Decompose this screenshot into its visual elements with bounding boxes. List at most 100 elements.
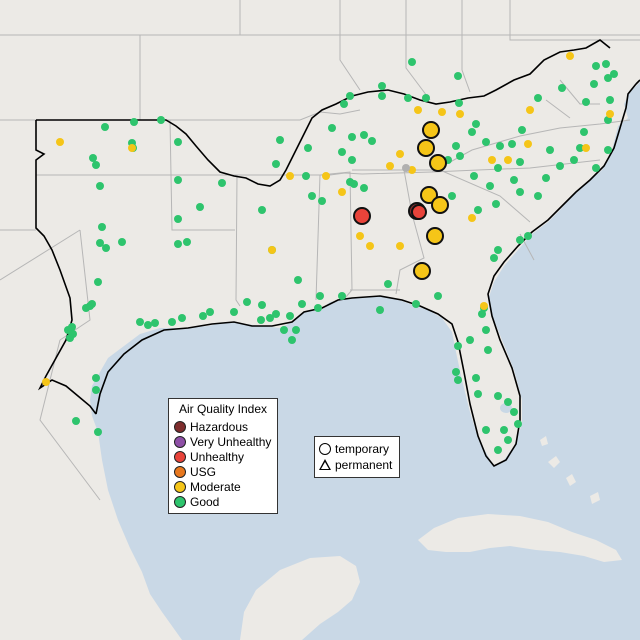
- good-monitor-64[interactable]: [408, 58, 416, 66]
- moderate-monitor-14[interactable]: [504, 156, 512, 164]
- moderate-monitor-0[interactable]: [56, 138, 64, 146]
- good-monitor-117[interactable]: [454, 376, 462, 384]
- moderate-monitor-2[interactable]: [42, 378, 50, 386]
- good-monitor-135[interactable]: [412, 300, 420, 308]
- good-monitor-63[interactable]: [378, 92, 386, 100]
- good-monitor-70[interactable]: [468, 128, 476, 136]
- good-monitor-96[interactable]: [582, 98, 590, 106]
- good-monitor-94[interactable]: [592, 164, 600, 172]
- good-monitor-39[interactable]: [272, 310, 280, 318]
- good-monitor-95[interactable]: [570, 156, 578, 164]
- good-monitor-27[interactable]: [136, 318, 144, 326]
- good-monitor-121[interactable]: [504, 398, 512, 406]
- good-monitor-41[interactable]: [292, 326, 300, 334]
- good-monitor-78[interactable]: [486, 182, 494, 190]
- good-monitor-55[interactable]: [338, 148, 346, 156]
- good-monitor-13[interactable]: [183, 238, 191, 246]
- good-monitor-59[interactable]: [328, 124, 336, 132]
- good-monitor-136[interactable]: [384, 280, 392, 288]
- good-monitor-112[interactable]: [482, 326, 490, 334]
- good-monitor-42[interactable]: [288, 336, 296, 344]
- good-monitor-36[interactable]: [258, 301, 266, 309]
- good-monitor-32[interactable]: [199, 312, 207, 320]
- moderate-monitor-13[interactable]: [488, 156, 496, 164]
- good-monitor-60[interactable]: [340, 100, 348, 108]
- good-monitor-77[interactable]: [494, 164, 502, 172]
- good-monitor-10[interactable]: [218, 179, 226, 187]
- good-monitor-8[interactable]: [174, 138, 182, 146]
- good-monitor-62[interactable]: [378, 82, 386, 90]
- moderate-monitor-24[interactable]: [396, 242, 404, 250]
- good-monitor-127[interactable]: [482, 426, 490, 434]
- good-monitor-56[interactable]: [348, 133, 356, 141]
- good-monitor-84[interactable]: [492, 200, 500, 208]
- good-monitor-9[interactable]: [174, 176, 182, 184]
- good-monitor-105[interactable]: [518, 126, 526, 134]
- good-monitor-79[interactable]: [470, 172, 478, 180]
- moderate-monitor-16[interactable]: [526, 106, 534, 114]
- good-monitor-83[interactable]: [474, 206, 482, 214]
- moderate-monitor-18[interactable]: [606, 110, 614, 118]
- good-monitor-140[interactable]: [298, 300, 306, 308]
- good-monitor-73[interactable]: [496, 142, 504, 150]
- moderate-temporary-monitor-1[interactable]: [417, 139, 435, 157]
- good-monitor-54[interactable]: [348, 156, 356, 164]
- good-monitor-5[interactable]: [96, 182, 104, 190]
- good-monitor-11[interactable]: [196, 203, 204, 211]
- good-monitor-114[interactable]: [466, 336, 474, 344]
- moderate-monitor-6[interactable]: [366, 242, 374, 250]
- good-monitor-47[interactable]: [272, 160, 280, 168]
- good-monitor-123[interactable]: [514, 420, 522, 428]
- good-monitor-104[interactable]: [534, 94, 542, 102]
- good-monitor-75[interactable]: [516, 158, 524, 166]
- good-monitor-128[interactable]: [92, 374, 100, 382]
- good-monitor-18[interactable]: [118, 238, 126, 246]
- moderate-temporary-monitor-5[interactable]: [426, 227, 444, 245]
- moderate-temporary-monitor-2[interactable]: [429, 154, 447, 172]
- good-monitor-115[interactable]: [454, 342, 462, 350]
- good-monitor-3[interactable]: [89, 154, 97, 162]
- good-monitor-28[interactable]: [144, 321, 152, 329]
- good-monitor-90[interactable]: [576, 144, 584, 152]
- good-monitor-1[interactable]: [157, 116, 165, 124]
- good-monitor-133[interactable]: [376, 306, 384, 314]
- good-monitor-101[interactable]: [604, 74, 612, 82]
- good-monitor-91[interactable]: [580, 128, 588, 136]
- good-monitor-16[interactable]: [96, 239, 104, 247]
- good-monitor-139[interactable]: [316, 292, 324, 300]
- good-monitor-67[interactable]: [454, 72, 462, 80]
- moderate-monitor-11[interactable]: [438, 108, 446, 116]
- good-monitor-29[interactable]: [151, 319, 159, 327]
- good-monitor-71[interactable]: [452, 142, 460, 150]
- good-monitor-68[interactable]: [455, 99, 463, 107]
- good-monitor-141[interactable]: [314, 304, 322, 312]
- good-monitor-76[interactable]: [510, 176, 518, 184]
- good-monitor-38[interactable]: [266, 314, 274, 322]
- moderate-temporary-monitor-6[interactable]: [413, 262, 431, 280]
- good-monitor-72[interactable]: [482, 138, 490, 146]
- good-monitor-124[interactable]: [500, 426, 508, 434]
- good-monitor-86[interactable]: [534, 192, 542, 200]
- good-monitor-66[interactable]: [422, 94, 430, 102]
- good-monitor-130[interactable]: [72, 417, 80, 425]
- good-monitor-120[interactable]: [494, 392, 502, 400]
- good-monitor-102[interactable]: [606, 96, 614, 104]
- good-monitor-126[interactable]: [494, 446, 502, 454]
- good-monitor-50[interactable]: [302, 172, 310, 180]
- good-monitor-4[interactable]: [92, 161, 100, 169]
- good-monitor-132[interactable]: [338, 292, 346, 300]
- good-monitor-74[interactable]: [508, 140, 516, 148]
- good-monitor-2[interactable]: [101, 123, 109, 131]
- unhealthy-temporary-monitor-1[interactable]: [411, 204, 427, 220]
- good-monitor-111[interactable]: [478, 310, 486, 318]
- good-monitor-46[interactable]: [258, 206, 266, 214]
- good-monitor-138[interactable]: [350, 180, 358, 188]
- good-monitor-82[interactable]: [448, 192, 456, 200]
- good-monitor-37[interactable]: [257, 316, 265, 324]
- good-monitor-17[interactable]: [102, 244, 110, 252]
- moderate-monitor-4[interactable]: [322, 172, 330, 180]
- moderate-temporary-monitor-0[interactable]: [422, 121, 440, 139]
- good-monitor-gray[interactable]: [402, 164, 410, 172]
- good-monitor-88[interactable]: [546, 146, 554, 154]
